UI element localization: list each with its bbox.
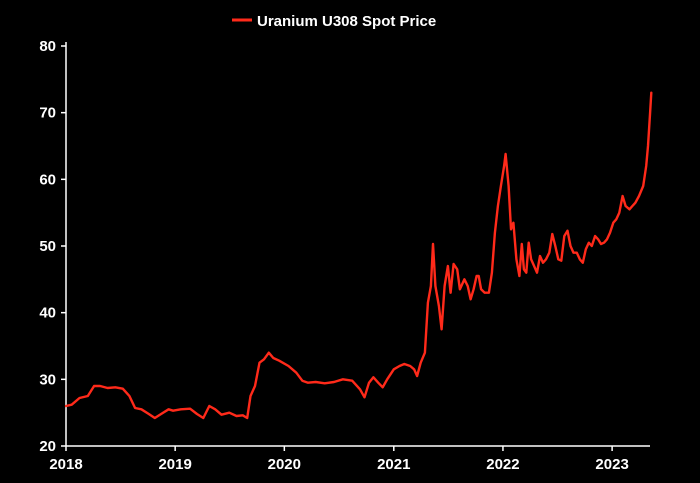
axes — [65, 42, 650, 447]
x-tick-label: 2021 — [377, 456, 410, 473]
x-tick-label: 2022 — [486, 456, 519, 473]
series-group — [64, 91, 653, 420]
y-tick-label: 30 — [39, 371, 56, 388]
y-tick-label: 80 — [39, 38, 56, 55]
series-line — [64, 91, 653, 420]
y-tick-label: 20 — [39, 438, 56, 455]
y-tick-label: 70 — [39, 105, 56, 122]
legend-label: Uranium U308 Spot Price — [257, 13, 436, 30]
y-tick-label: 60 — [39, 171, 56, 188]
x-tick-label: 2023 — [595, 456, 628, 473]
x-axis: 2018 2019 2020 2021 2022 2023 — [49, 446, 629, 473]
legend: Uranium U308 Spot Price — [232, 13, 436, 30]
x-tick-label: 2020 — [268, 456, 301, 473]
x-tick-label: 2018 — [49, 456, 82, 473]
y-tick-label: 40 — [39, 305, 56, 322]
x-tick-label: 2019 — [158, 456, 191, 473]
y-tick-label: 50 — [39, 238, 56, 255]
y-axis: 20 30 40 50 60 70 80 — [39, 38, 66, 455]
